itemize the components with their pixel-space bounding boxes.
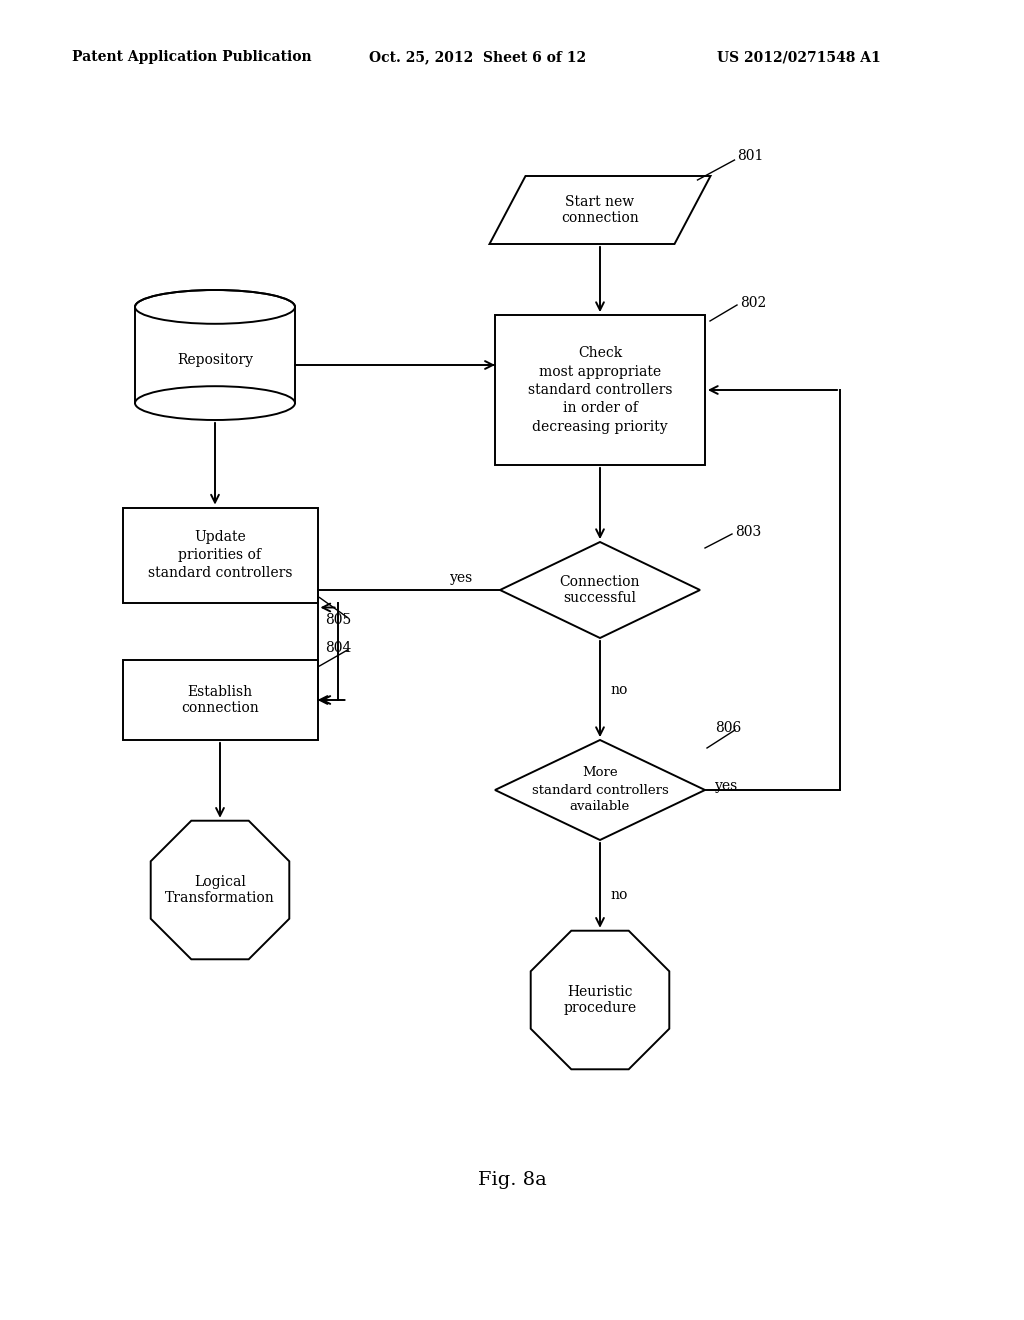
Text: no: no [610,682,628,697]
Bar [135,306,295,403]
Text: US 2012/0271548 A1: US 2012/0271548 A1 [717,50,881,65]
Text: 801: 801 [737,149,764,162]
Polygon shape [500,543,700,638]
Text: no: no [610,888,628,902]
Text: 802: 802 [740,296,766,310]
Bar [123,660,317,741]
Ellipse shape [135,290,295,323]
Text: Logical
Transformation: Logical Transformation [165,875,274,906]
Text: Establish
connection: Establish connection [181,685,259,715]
Text: Heuristic
procedure: Heuristic procedure [563,985,637,1015]
Text: More
standard controllers
available: More standard controllers available [531,767,669,813]
Bar [495,315,705,465]
Text: Oct. 25, 2012  Sheet 6 of 12: Oct. 25, 2012 Sheet 6 of 12 [369,50,586,65]
Text: Patent Application Publication: Patent Application Publication [72,50,311,65]
Polygon shape [530,931,670,1069]
Text: Fig. 8a: Fig. 8a [477,1171,547,1189]
Text: Connection
successful: Connection successful [560,576,640,605]
Text: yes: yes [715,779,738,793]
Text: 803: 803 [735,525,761,539]
Ellipse shape [135,387,295,420]
Text: Repository: Repository [177,352,253,367]
Text: Start new
connection: Start new connection [561,195,639,226]
Text: Update
priorities of
standard controllers: Update priorities of standard controller… [147,529,292,581]
Text: 805: 805 [326,614,352,627]
Polygon shape [151,821,290,960]
Bar [123,507,317,602]
Text: 806: 806 [715,721,741,735]
Text: Check
most appropriate
standard controllers
in order of
decreasing priority: Check most appropriate standard controll… [527,346,672,434]
Text: 804: 804 [326,642,352,655]
Polygon shape [489,176,711,244]
Text: yes: yes [451,572,474,585]
Polygon shape [495,741,705,840]
